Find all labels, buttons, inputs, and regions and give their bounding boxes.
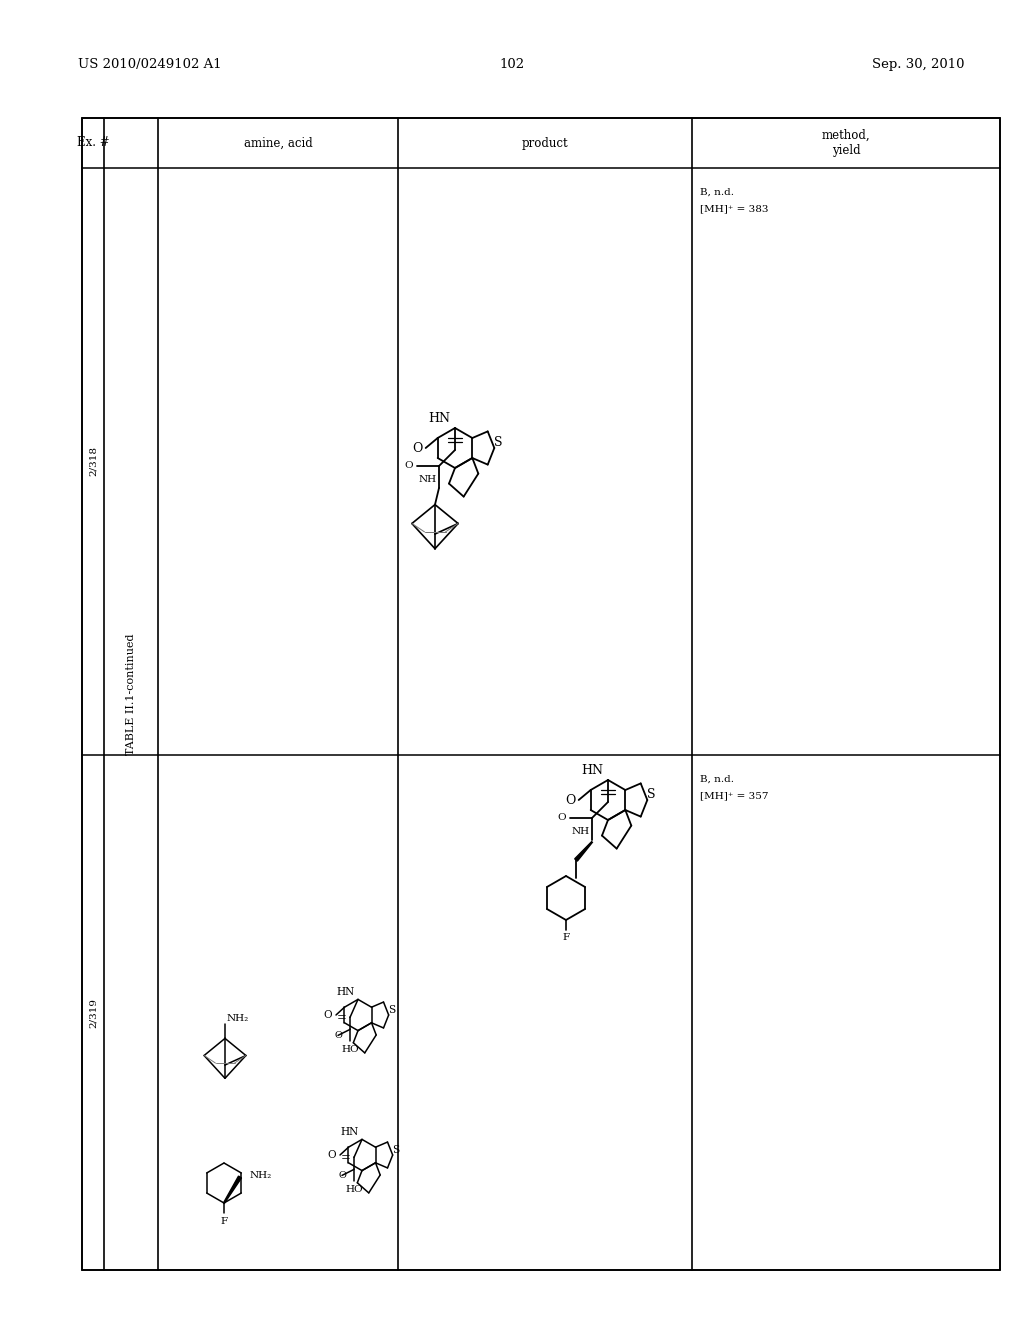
Text: 2/319: 2/319 [88, 998, 97, 1027]
Text: product: product [521, 136, 568, 149]
Text: HO: HO [345, 1185, 362, 1193]
Text: F: F [562, 933, 569, 942]
Text: 102: 102 [500, 58, 524, 71]
Text: HN: HN [581, 763, 603, 776]
Text: NH₂: NH₂ [250, 1171, 272, 1180]
Text: O: O [565, 793, 575, 807]
Text: HN: HN [337, 986, 354, 997]
Text: NH₂: NH₂ [227, 1014, 249, 1023]
Text: B, n.d.: B, n.d. [700, 187, 734, 197]
Text: B, n.d.: B, n.d. [700, 775, 734, 784]
Text: [MH]⁺ = 383: [MH]⁺ = 383 [700, 205, 768, 213]
Text: Sep. 30, 2010: Sep. 30, 2010 [872, 58, 965, 71]
Text: O: O [413, 441, 423, 454]
Text: O: O [338, 1171, 346, 1180]
Text: O: O [558, 813, 566, 822]
Text: amine, acid: amine, acid [244, 136, 312, 149]
Text: O: O [404, 462, 414, 470]
Text: NH: NH [571, 828, 590, 837]
Text: [MH]⁺ = 357: [MH]⁺ = 357 [700, 791, 768, 800]
Text: S: S [392, 1146, 399, 1155]
Text: S: S [494, 436, 503, 449]
Text: 2/318: 2/318 [88, 446, 97, 477]
Text: =: = [341, 1151, 351, 1164]
Text: HO: HO [341, 1045, 358, 1053]
Text: US 2010/0249102 A1: US 2010/0249102 A1 [78, 58, 221, 71]
Text: HN: HN [340, 1126, 358, 1137]
Polygon shape [574, 842, 592, 861]
Text: method,
yield: method, yield [821, 129, 870, 157]
Text: F: F [220, 1217, 227, 1225]
Text: Ex. #: Ex. # [77, 136, 110, 149]
Text: O: O [328, 1150, 336, 1160]
Text: NH: NH [419, 475, 437, 484]
Text: S: S [388, 1006, 395, 1015]
Text: O: O [324, 1010, 333, 1020]
Text: O: O [334, 1031, 342, 1040]
Text: TABLE II.1-continued: TABLE II.1-continued [126, 634, 136, 755]
Text: =: = [337, 1011, 347, 1024]
Polygon shape [223, 1176, 242, 1204]
Text: S: S [647, 788, 655, 800]
Text: HN: HN [428, 412, 450, 425]
